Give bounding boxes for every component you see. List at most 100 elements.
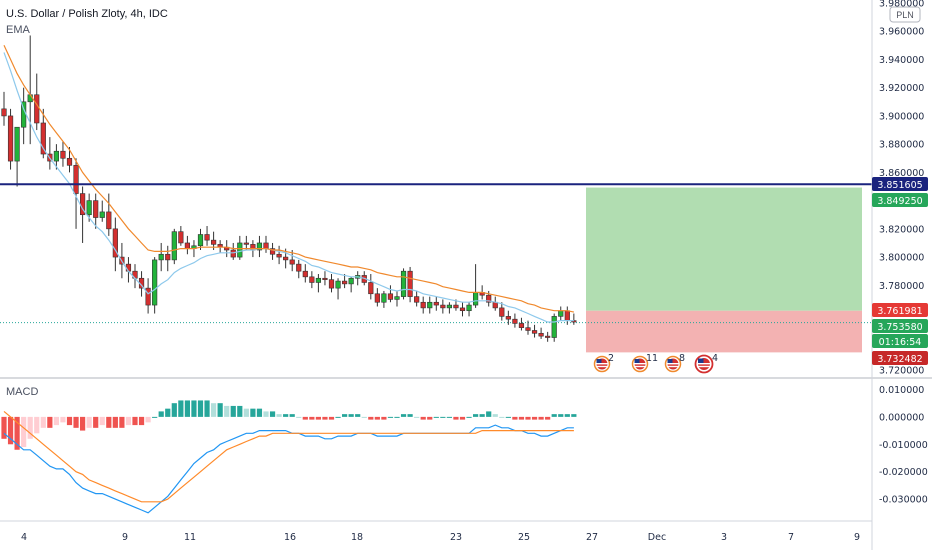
macd-histogram: [1, 400, 577, 450]
signal-line: [3, 410, 574, 503]
histogram-bar: [420, 416, 426, 420]
take-profit-zone[interactable]: [586, 187, 862, 311]
histogram-bar: [446, 416, 452, 418]
histogram-bar: [14, 416, 20, 450]
event-flag-icon[interactable]: 8: [664, 353, 686, 373]
candle-body: [178, 231, 184, 244]
event-flag-icon[interactable]: 2: [593, 353, 615, 373]
tp-tag-bg: [872, 193, 928, 207]
countdown-tag-bg: [872, 334, 928, 348]
hline-tag-bg: [872, 177, 928, 191]
candle-body: [433, 301, 439, 306]
candle-body: [86, 200, 92, 216]
histogram-bar: [197, 400, 204, 417]
entry-tag: 3.761981: [877, 306, 922, 317]
histogram-bar: [545, 416, 551, 420]
candle-body: [269, 248, 276, 255]
hline-tag: 3.851605: [877, 180, 922, 191]
candle-body: [341, 280, 348, 285]
time-axis[interactable]: 4 9 11 16 18 23 25 27 Dec 3 7 9: [21, 532, 860, 543]
histogram-bar: [230, 405, 236, 417]
ema-indicator-label[interactable]: EMA: [6, 24, 31, 36]
macd-axis[interactable]: 0.010000 0.000000 -0.010000 -0.020000 -0.030…: [879, 385, 928, 506]
macd-indicator-label[interactable]: MACD: [6, 386, 38, 398]
countdown-tag: 01:16:54: [879, 337, 922, 348]
stop-loss-zone[interactable]: [586, 310, 862, 353]
candle-body: [538, 332, 544, 337]
candle-body: [545, 335, 551, 338]
histogram-bar: [1, 416, 7, 439]
histogram-bar: [361, 416, 367, 418]
price-tick-label: 3.920000: [879, 83, 924, 94]
candle-body: [525, 327, 531, 331]
histogram-bar: [269, 411, 276, 417]
candle-body: [381, 293, 387, 303]
histogram-bar: [256, 408, 263, 417]
event-count: 4: [712, 353, 718, 364]
candle-body: [14, 126, 20, 162]
histogram-bar: [414, 416, 420, 418]
histogram-bar: [538, 416, 544, 420]
time-tick-label: Dec: [648, 532, 666, 543]
currency-label: PLN: [896, 10, 914, 20]
time-tick-label: 3: [721, 532, 727, 543]
time-tick-label: 4: [21, 532, 27, 543]
candle-body: [407, 270, 413, 297]
entry-tag-bg: [872, 303, 928, 317]
histogram-bar: [21, 416, 27, 448]
histogram-bar: [571, 414, 577, 417]
histogram-bar: [459, 416, 466, 420]
price-tick-label: 3.900000: [879, 111, 924, 122]
candle-body: [512, 318, 518, 324]
sl-tag: 3.732482: [877, 354, 922, 365]
histogram-bar: [499, 416, 505, 418]
histogram-bar: [243, 408, 249, 417]
macd-pane[interactable]: [1, 400, 577, 514]
macd-line: [3, 424, 574, 514]
histogram-bar: [184, 400, 190, 417]
candle-body: [158, 253, 164, 261]
chart-title[interactable]: U.S. Dollar / Polish Zloty, 4h, IDC: [6, 8, 168, 20]
candle-body: [99, 211, 105, 218]
candle-body: [499, 307, 505, 317]
candle-body: [368, 282, 374, 295]
candle-body: [93, 200, 99, 218]
event-count: 2: [608, 353, 614, 364]
ema-slow-line: [3, 45, 575, 313]
candle-body: [276, 253, 282, 258]
price-tags: 3.851605 3.849250 3.761981 3.753580 01:1…: [872, 177, 928, 365]
histogram-bar: [512, 416, 518, 420]
candle-body: [564, 310, 570, 321]
candle-body: [486, 294, 492, 303]
time-tick-label: 25: [518, 532, 530, 543]
candle-body: [394, 296, 400, 300]
last-price-tag: 3.753580: [877, 322, 922, 333]
histogram-bar: [348, 414, 354, 417]
candle-body: [374, 293, 380, 303]
histogram-bar: [466, 416, 472, 418]
candle-body: [387, 293, 394, 300]
histogram-bar: [7, 416, 14, 445]
candle-body: [289, 259, 295, 265]
histogram-bar: [106, 416, 112, 428]
candle-body: [40, 122, 46, 155]
price-pane[interactable]: [0, 35, 872, 353]
currency-badge[interactable]: PLN: [889, 6, 921, 23]
time-tick-label: 16: [284, 532, 296, 543]
histogram-bar: [479, 414, 485, 417]
histogram-bar: [315, 416, 321, 420]
event-flag-icon[interactable]: 4: [694, 353, 719, 374]
macd-tick-label: -0.010000: [879, 440, 928, 451]
histogram-bar: [99, 416, 105, 426]
candle-body: [34, 94, 40, 124]
histogram-bar: [250, 408, 256, 417]
candle-body: [243, 242, 249, 245]
economic-events[interactable]: 2 11 8 4: [593, 353, 719, 374]
candle-body: [440, 304, 446, 309]
event-flag-icon[interactable]: 11: [631, 353, 659, 373]
candle-body: [106, 211, 112, 230]
candle-body: [283, 256, 289, 261]
histogram-bar: [93, 416, 99, 428]
candle-body: [1, 108, 7, 117]
